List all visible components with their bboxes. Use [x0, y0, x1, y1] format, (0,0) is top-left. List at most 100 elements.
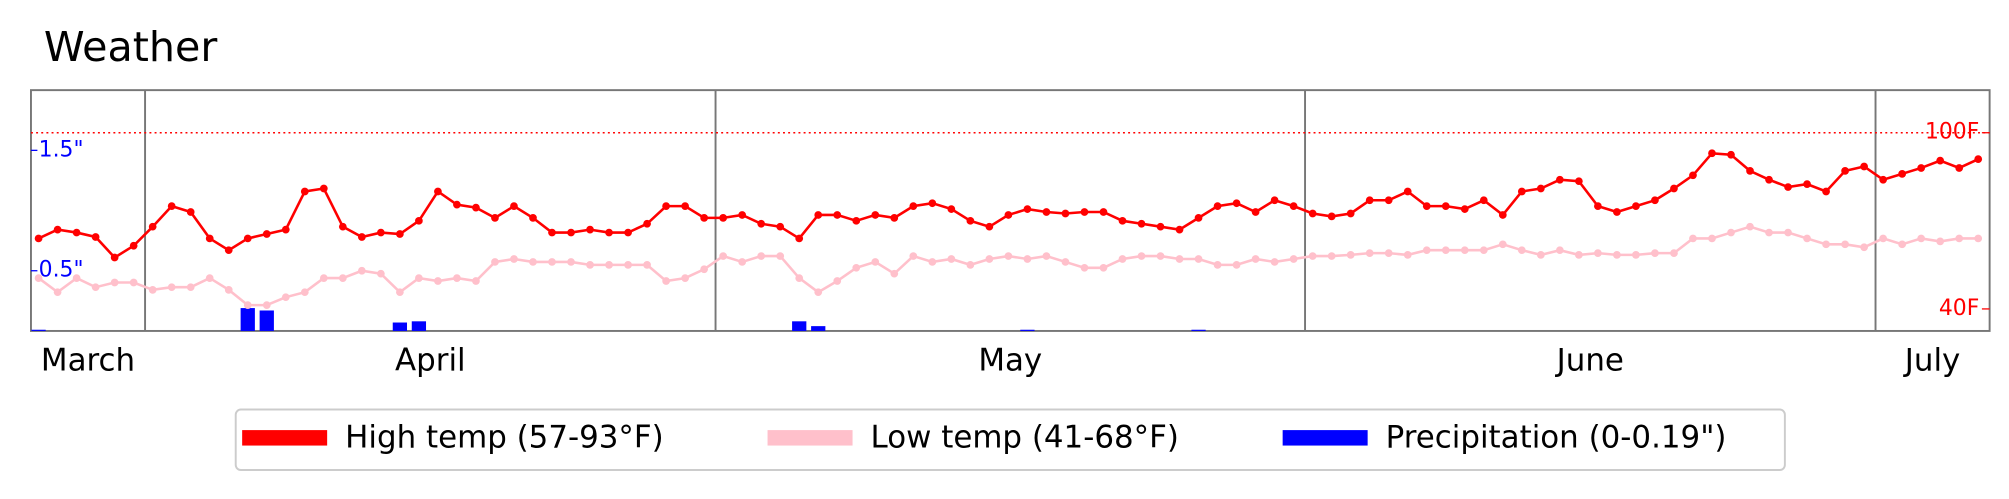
- temp-point: [300, 187, 309, 196]
- temp-point: [947, 255, 956, 263]
- temp-point: [1270, 196, 1279, 205]
- temp-point: [148, 285, 157, 294]
- temp-point: [1004, 252, 1013, 260]
- temp-point: [281, 293, 290, 302]
- temp-point: [491, 258, 499, 266]
- temp-point: [1175, 225, 1184, 234]
- temp-point: [1974, 155, 1983, 164]
- temp-point: [357, 233, 366, 241]
- temp-point: [1137, 219, 1146, 228]
- temp-point: [491, 214, 499, 222]
- temp-point: [605, 228, 613, 237]
- temp-point: [1422, 246, 1431, 255]
- temp-point: [909, 252, 918, 260]
- temp-point: [167, 283, 176, 292]
- temp-point: [262, 230, 271, 238]
- precip-bar: [811, 326, 826, 331]
- temp-point: [319, 184, 328, 193]
- temp-point: [72, 228, 81, 237]
- chart-title: Weather: [44, 23, 217, 71]
- temp-point: [871, 258, 880, 266]
- temp-point: [1289, 255, 1298, 263]
- temp-point: [510, 202, 518, 211]
- temp-point: [1384, 249, 1393, 257]
- temp-point: [1575, 251, 1583, 259]
- temp-point: [1670, 184, 1678, 193]
- temp-point: [814, 211, 823, 219]
- temp-point: [700, 214, 708, 222]
- temp-point: [852, 216, 861, 225]
- temp-point: [167, 202, 176, 211]
- temp-point: [205, 234, 214, 243]
- temp-point: [1841, 167, 1849, 175]
- precip-bar: [1020, 329, 1035, 331]
- temp-point: [1917, 234, 1926, 243]
- temp-point: [1689, 234, 1697, 243]
- temp-point: [605, 261, 613, 269]
- temp-point: [1080, 263, 1089, 272]
- temp-point: [1708, 149, 1716, 158]
- temp-point: [871, 211, 880, 219]
- temp-point: [1689, 171, 1697, 180]
- precip-bar: [1191, 329, 1206, 331]
- temp-point: [129, 241, 138, 250]
- temp-point: [1479, 196, 1488, 205]
- temp-point: [1860, 243, 1868, 252]
- temp-point: [1936, 237, 1945, 246]
- temp-point: [833, 277, 842, 285]
- x-tick-label: May: [978, 342, 1042, 378]
- temp-point: [1879, 234, 1887, 243]
- legend-swatch: [767, 430, 853, 446]
- temp-point: [1555, 175, 1564, 184]
- temp-point: [548, 228, 556, 237]
- temp-point: [186, 283, 195, 292]
- temp-point: [1974, 234, 1983, 243]
- temp-point: [928, 258, 937, 266]
- temp-point: [415, 216, 423, 225]
- temp-point: [1232, 261, 1241, 269]
- precip-bar: [411, 321, 427, 331]
- temp-point: [1594, 249, 1602, 257]
- temp-point: [472, 277, 480, 285]
- temp-point: [1118, 255, 1127, 263]
- temp-point: [890, 269, 899, 278]
- temp-point: [586, 225, 594, 234]
- temp-point: [1213, 261, 1222, 269]
- temp-point: [1460, 205, 1469, 213]
- temp-point: [319, 274, 328, 282]
- temp-point: [376, 269, 385, 278]
- temp-point: [1460, 246, 1469, 255]
- temp-point: [1270, 258, 1279, 266]
- temp-point: [757, 219, 766, 228]
- temp-point: [1251, 255, 1260, 263]
- temp-point: [396, 230, 404, 238]
- temp-point: [53, 225, 62, 234]
- temp-point: [1422, 202, 1431, 211]
- temp-point: [1536, 251, 1545, 259]
- temp-point: [966, 216, 975, 225]
- temp-point: [833, 211, 842, 219]
- temp-point: [1670, 249, 1678, 257]
- temp-point: [1594, 202, 1602, 211]
- temp-point: [909, 202, 918, 211]
- temp-point: [1080, 208, 1089, 216]
- temp-point: [719, 252, 728, 260]
- temp-point: [776, 222, 785, 231]
- temp-point: [795, 234, 804, 243]
- temp-point: [434, 187, 442, 196]
- temp-point: [890, 214, 899, 222]
- temp-point: [72, 274, 81, 282]
- x-tick-label: July: [1903, 342, 1961, 378]
- temp-point: [1346, 209, 1355, 218]
- temp-point: [1042, 208, 1051, 216]
- temp-point: [1746, 222, 1754, 231]
- temp-point: [795, 274, 804, 282]
- temp-point: [1517, 246, 1526, 255]
- temp-point: [1498, 211, 1507, 219]
- temp-point: [1936, 156, 1945, 165]
- temp-point: [1023, 205, 1032, 213]
- temp-point: [1384, 196, 1393, 205]
- temp-point: [624, 261, 632, 269]
- temp-point: [243, 301, 252, 309]
